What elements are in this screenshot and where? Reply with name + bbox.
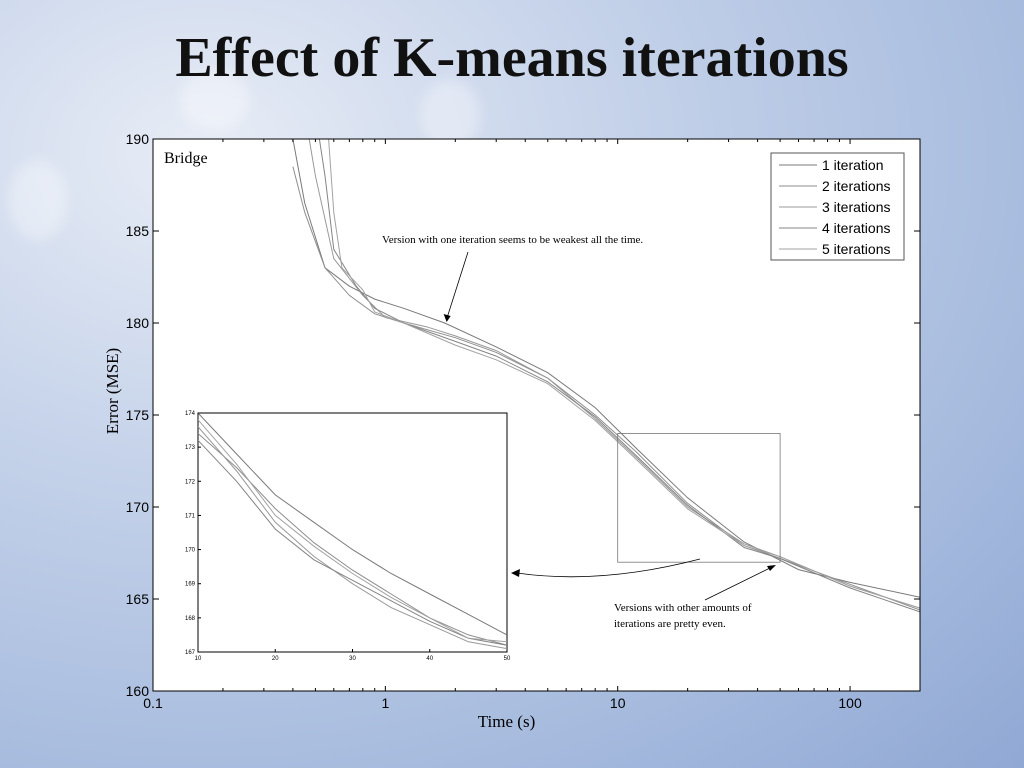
background-blob bbox=[8, 160, 68, 240]
inset-series-line-5-iterations bbox=[198, 419, 507, 643]
inset-series-line-3-iterations bbox=[198, 426, 507, 650]
inset-y-tick-label: 171 bbox=[185, 513, 196, 519]
inset-x-tick-label: 40 bbox=[426, 656, 433, 662]
x-tick-label: 1 bbox=[381, 695, 389, 711]
inset-series-line-4-iterations bbox=[198, 439, 507, 646]
annotation-arrow bbox=[704, 566, 773, 601]
legend-entry-2-iterations: 2 iterations bbox=[822, 178, 890, 194]
y-tick-label: 185 bbox=[126, 223, 150, 239]
series-line-3-iterations bbox=[308, 139, 920, 609]
y-tick-label: 165 bbox=[126, 591, 150, 607]
series-line-2-iterations bbox=[292, 166, 920, 611]
annotation-arrow bbox=[446, 251, 469, 320]
inset-x-tick-label: 10 bbox=[195, 656, 202, 662]
x-axis-label: Time (s) bbox=[478, 712, 535, 731]
series-line-4-iterations bbox=[318, 139, 920, 613]
inset-frame bbox=[197, 412, 508, 653]
y-axis-label: Error (MSE) bbox=[103, 348, 122, 434]
inset-y-tick-label: 172 bbox=[185, 479, 196, 485]
y-tick-label: 175 bbox=[126, 407, 150, 423]
legend-entry-3-iterations: 3 iterations bbox=[822, 199, 890, 215]
zoom-connector-arrow bbox=[516, 558, 701, 578]
zoom-connector-arrowhead bbox=[511, 569, 520, 577]
annotation-arrowhead bbox=[766, 565, 776, 572]
inset-x-tick-label: 30 bbox=[349, 656, 356, 662]
legend-entry-1-iteration: 1 iteration bbox=[822, 157, 883, 173]
annotation-text: Version with one iteration seems to be w… bbox=[382, 234, 643, 246]
zoom-region-box bbox=[617, 432, 781, 563]
legend-entry-5-iterations: 5 iterations bbox=[822, 241, 890, 257]
annotation-text: Versions with other amounts of bbox=[614, 602, 752, 614]
inset-x-tick-label: 20 bbox=[272, 656, 279, 662]
x-tick-label: 100 bbox=[838, 695, 862, 711]
y-tick-label: 190 bbox=[126, 131, 150, 147]
x-tick-label: 10 bbox=[610, 695, 626, 711]
inset-y-tick-label: 170 bbox=[185, 548, 196, 554]
inset-y-tick-label: 173 bbox=[185, 445, 196, 451]
inset-y-tick-label: 168 bbox=[185, 616, 196, 622]
inset-series-line-1-iteration bbox=[198, 413, 507, 636]
panel-label: Bridge bbox=[164, 150, 208, 167]
inset-y-tick-label: 174 bbox=[185, 411, 196, 417]
inset-y-tick-label: 167 bbox=[185, 650, 196, 656]
background-blob bbox=[420, 80, 480, 150]
series-line-5-iterations bbox=[328, 139, 920, 609]
inset-x-tick-label: 50 bbox=[504, 656, 511, 662]
background-blob bbox=[180, 70, 250, 130]
y-tick-label: 170 bbox=[126, 499, 150, 515]
annotation-text: iterations are pretty even. bbox=[614, 618, 726, 630]
legend-entry-4-iterations: 4 iterations bbox=[822, 220, 890, 236]
inset-chart: 10 20 30 40 50 167 168 169 170 171 172 173 174 bbox=[185, 411, 511, 662]
slide-title: Effect of K-means iterations bbox=[175, 27, 849, 89]
annotation-arrowhead bbox=[443, 314, 451, 322]
x-tick-label: 0.1 bbox=[143, 695, 163, 711]
y-tick-label: 180 bbox=[126, 315, 150, 331]
inset-y-tick-label: 169 bbox=[185, 582, 196, 588]
y-tick-label: 160 bbox=[126, 683, 150, 699]
